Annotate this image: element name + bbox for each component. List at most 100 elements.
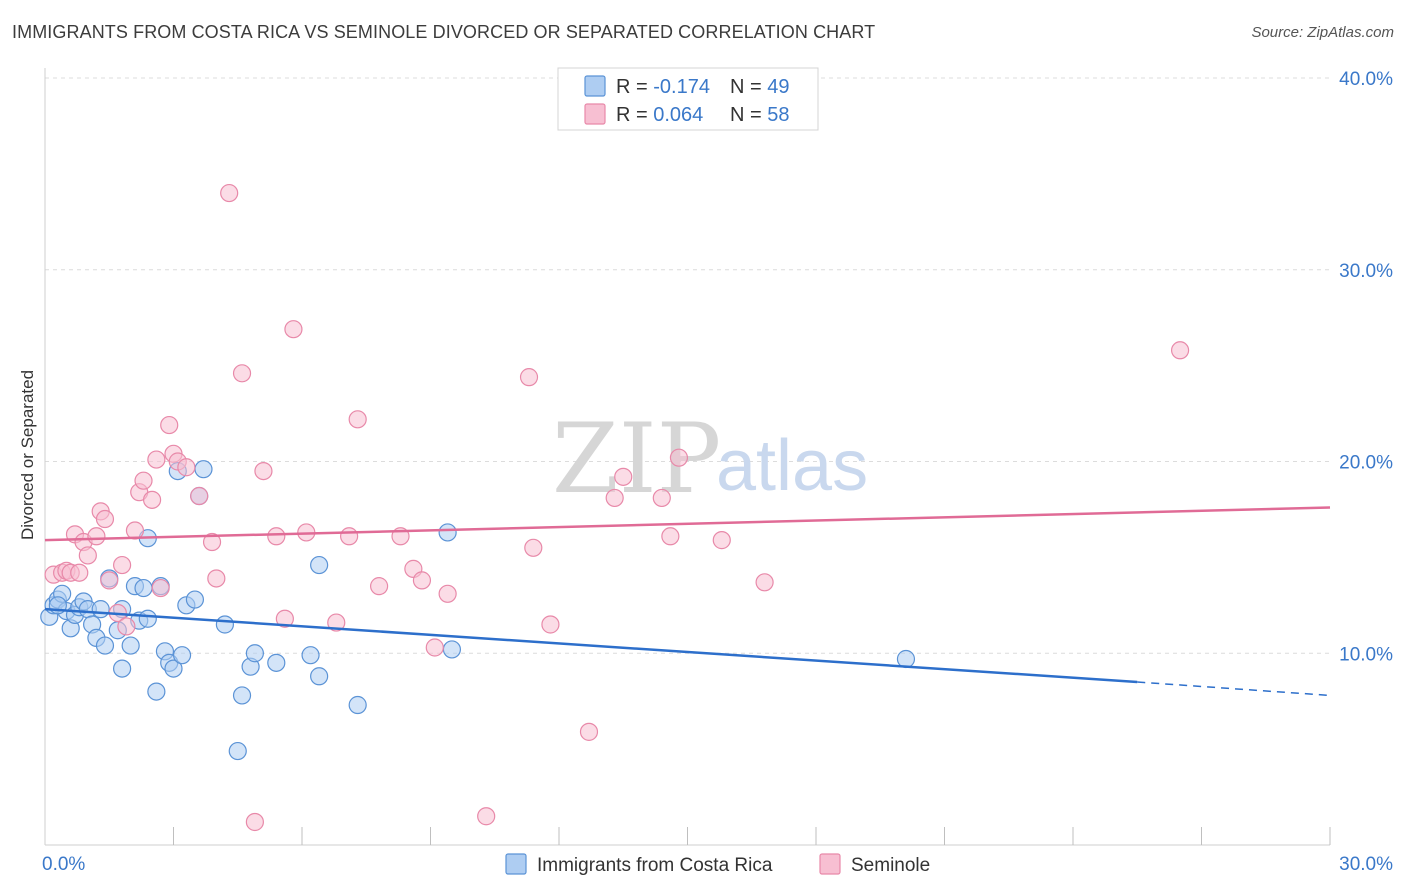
seminole-point-12	[112, 555, 132, 575]
legend-r-value-2: 0.064	[653, 104, 703, 126]
legend-swatch-blue	[584, 75, 606, 97]
seminole-point-33	[284, 320, 303, 339]
legend-n-label-2: N =	[730, 104, 767, 126]
costa-rica-point-44	[348, 695, 367, 715]
costa-rica-point-37	[232, 686, 252, 705]
costa-rica-point-34	[194, 460, 213, 479]
y-tick-label-1: 20.0%	[1339, 453, 1393, 474]
costa-rica-point-28	[164, 659, 183, 678]
seminole-point-30	[254, 461, 273, 481]
seminole-point-57	[70, 563, 89, 582]
trend-lines	[44, 506, 1331, 697]
seminole-point-49	[605, 488, 624, 508]
seminole-point-17	[142, 490, 162, 509]
bottom-legend-label-costa-rica: Immigrants from Costa Rica	[537, 855, 773, 876]
seminole-point-45	[519, 368, 539, 387]
svg-text:N = 49: N = 49	[730, 76, 790, 98]
seminole-point-54	[712, 531, 731, 550]
legend-n-label-1: N =	[730, 76, 767, 98]
bottom-legend-swatch-pink	[819, 853, 841, 875]
legend-r-label-2: R =	[616, 104, 653, 126]
costa-rica-point-24	[147, 682, 166, 701]
y-tick-label-0: 10.0%	[1339, 644, 1393, 665]
legend-swatch-pink	[584, 103, 606, 125]
seminole-point-25	[202, 532, 222, 552]
seminole-point-50	[614, 467, 633, 486]
seminole-point-26	[207, 569, 226, 588]
series-seminole-points	[44, 183, 1190, 832]
seminole-point-36	[340, 527, 359, 546]
series-legend: Immigrants from Costa Rica Seminole	[505, 853, 930, 876]
seminole-point-55	[755, 573, 774, 592]
seminole-point-29	[245, 812, 264, 832]
seminole-point-23	[177, 458, 196, 477]
seminole-point-20	[160, 415, 179, 435]
seminole-point-28	[232, 364, 252, 383]
costa-rica-trend-line	[44, 607, 1138, 684]
svg-text:R = 0.064: R = 0.064	[616, 104, 703, 126]
stats-legend: R = -0.174 N = 49 R = 0.064 N = 58	[557, 67, 819, 131]
legend-r-label-1: R =	[616, 76, 653, 98]
seminole-point-24	[190, 486, 209, 506]
costa-rica-point-42	[310, 555, 329, 575]
seminole-point-31	[267, 527, 286, 546]
x-tick-label-1: 30.0%	[1339, 854, 1393, 875]
seminole-point-51	[652, 488, 671, 508]
costa-rica-point-46	[442, 640, 462, 659]
legend-r-value-1: -0.174	[653, 76, 710, 98]
seminole-point-41	[412, 571, 432, 590]
watermark-zip: ZIP	[552, 403, 721, 515]
seminole-point-18	[147, 450, 166, 469]
bottom-legend-label-seminole: Seminole	[851, 855, 930, 876]
seminole-point-47	[541, 615, 560, 634]
legend-n-value-1: 49	[767, 76, 789, 98]
y-tick-label-3: 40.0%	[1339, 69, 1393, 90]
costa-rica-point-30	[172, 646, 192, 665]
costa-rica-point-18	[121, 636, 140, 655]
costa-rica-point-12	[91, 600, 110, 619]
svg-text:N = 58: N = 58	[730, 104, 790, 126]
chart-title: IMMIGRANTS FROM COSTA RICA VS SEMINOLE D…	[12, 22, 876, 42]
seminole-point-19	[151, 578, 170, 598]
costa-rica-point-13	[95, 636, 115, 655]
costa-rica-point-35	[215, 615, 234, 634]
x-tick-label-0: 0.0%	[42, 854, 85, 875]
costa-rica-point-32	[185, 590, 205, 609]
legend-n-value-2: 58	[767, 104, 789, 126]
costa-rica-point-22	[138, 609, 157, 628]
seminole-point-46	[524, 538, 543, 557]
costa-rica-point-43	[310, 667, 329, 686]
seminole-point-27	[220, 183, 239, 203]
seminole-point-10	[100, 571, 119, 590]
seminole-trend-line	[44, 506, 1331, 542]
costa-rica-point-36	[228, 741, 247, 761]
chart-source: Source: ZipAtlas.com	[1251, 24, 1394, 41]
costa-rica-point-45	[438, 523, 457, 542]
seminole-point-48	[579, 722, 599, 741]
costa-rica-point-39	[245, 644, 264, 663]
seminole-point-42	[425, 638, 444, 657]
costa-rica-trend-extension	[1137, 681, 1331, 697]
seminole-point-56	[1170, 341, 1190, 360]
costa-rica-point-17	[112, 659, 132, 678]
seminole-point-9	[95, 509, 115, 529]
seminole-point-38	[370, 577, 389, 596]
seminole-point-7	[87, 527, 106, 546]
watermark-atlas: atlas	[716, 426, 868, 506]
costa-rica-point-41	[301, 646, 320, 665]
y-tick-label-2: 30.0%	[1339, 261, 1393, 282]
costa-rica-point-40	[267, 653, 286, 672]
seminole-point-52	[661, 527, 680, 546]
costa-rica-point-21	[134, 578, 153, 598]
seminole-point-44	[477, 807, 496, 826]
svg-text:R = -0.174: R = -0.174	[616, 76, 710, 98]
axes: 10.0% 20.0% 30.0% 40.0% 0.0% 30.0%	[42, 68, 1393, 875]
bottom-legend-swatch-blue	[505, 853, 527, 875]
seminole-point-35	[327, 613, 346, 632]
seminole-point-32	[275, 609, 294, 628]
seminole-point-53	[669, 448, 689, 467]
seminole-point-43	[438, 584, 457, 603]
seminole-point-37	[348, 410, 367, 429]
seminole-point-6	[78, 546, 97, 565]
